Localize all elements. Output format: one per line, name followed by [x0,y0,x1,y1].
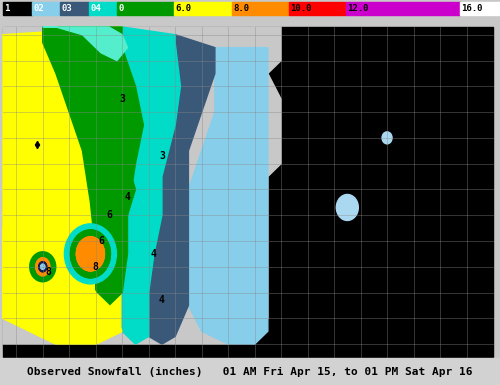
Ellipse shape [40,264,44,269]
Polygon shape [188,48,268,344]
Text: 8.0: 8.0 [233,4,249,13]
Ellipse shape [64,224,116,284]
Bar [460,2,500,15]
Bar [88,2,117,15]
Polygon shape [122,27,180,344]
Bar [117,2,174,15]
Polygon shape [3,27,144,344]
Ellipse shape [40,264,44,269]
Ellipse shape [70,230,110,278]
Text: 3: 3 [159,151,165,161]
Bar [3,2,32,15]
Bar [346,2,460,15]
Text: 16.0: 16.0 [462,4,483,13]
Polygon shape [42,27,143,305]
Ellipse shape [336,194,358,221]
Text: 0: 0 [119,4,124,13]
Text: 8: 8 [45,267,51,277]
Text: 12.0: 12.0 [347,4,369,13]
Ellipse shape [36,258,50,276]
Text: 4: 4 [124,192,130,202]
Ellipse shape [36,258,50,276]
Polygon shape [148,35,215,344]
Text: 4: 4 [159,295,165,305]
Polygon shape [96,164,136,241]
Ellipse shape [38,262,46,272]
Bar [0,358,500,385]
Ellipse shape [38,262,46,272]
Text: 6: 6 [98,236,104,246]
Text: 02: 02 [33,4,44,13]
Text: 10.0: 10.0 [290,4,312,13]
Bar [3,27,493,357]
Text: Observed Snowfall (inches)   01 AM Fri Apr 15, to 01 PM Sat Apr 16: Observed Snowfall (inches) 01 AM Fri Apr… [27,367,473,377]
Polygon shape [3,202,122,344]
Text: 6.0: 6.0 [176,4,192,13]
Text: 8: 8 [93,262,98,272]
Text: 4: 4 [151,249,157,259]
Bar [32,2,60,15]
Polygon shape [3,27,281,344]
Text: 1: 1 [4,4,10,13]
Text: 03: 03 [62,4,72,13]
Polygon shape [42,27,127,60]
Bar [288,2,346,15]
Bar [232,2,288,15]
Bar [174,2,232,15]
Text: 3: 3 [120,94,125,104]
Text: 04: 04 [90,4,101,13]
Ellipse shape [70,230,110,278]
Bar [60,2,88,15]
Ellipse shape [76,237,104,271]
Ellipse shape [76,237,104,271]
Text: 6: 6 [106,210,112,220]
Ellipse shape [30,252,56,282]
Ellipse shape [382,132,392,144]
Ellipse shape [76,237,104,271]
